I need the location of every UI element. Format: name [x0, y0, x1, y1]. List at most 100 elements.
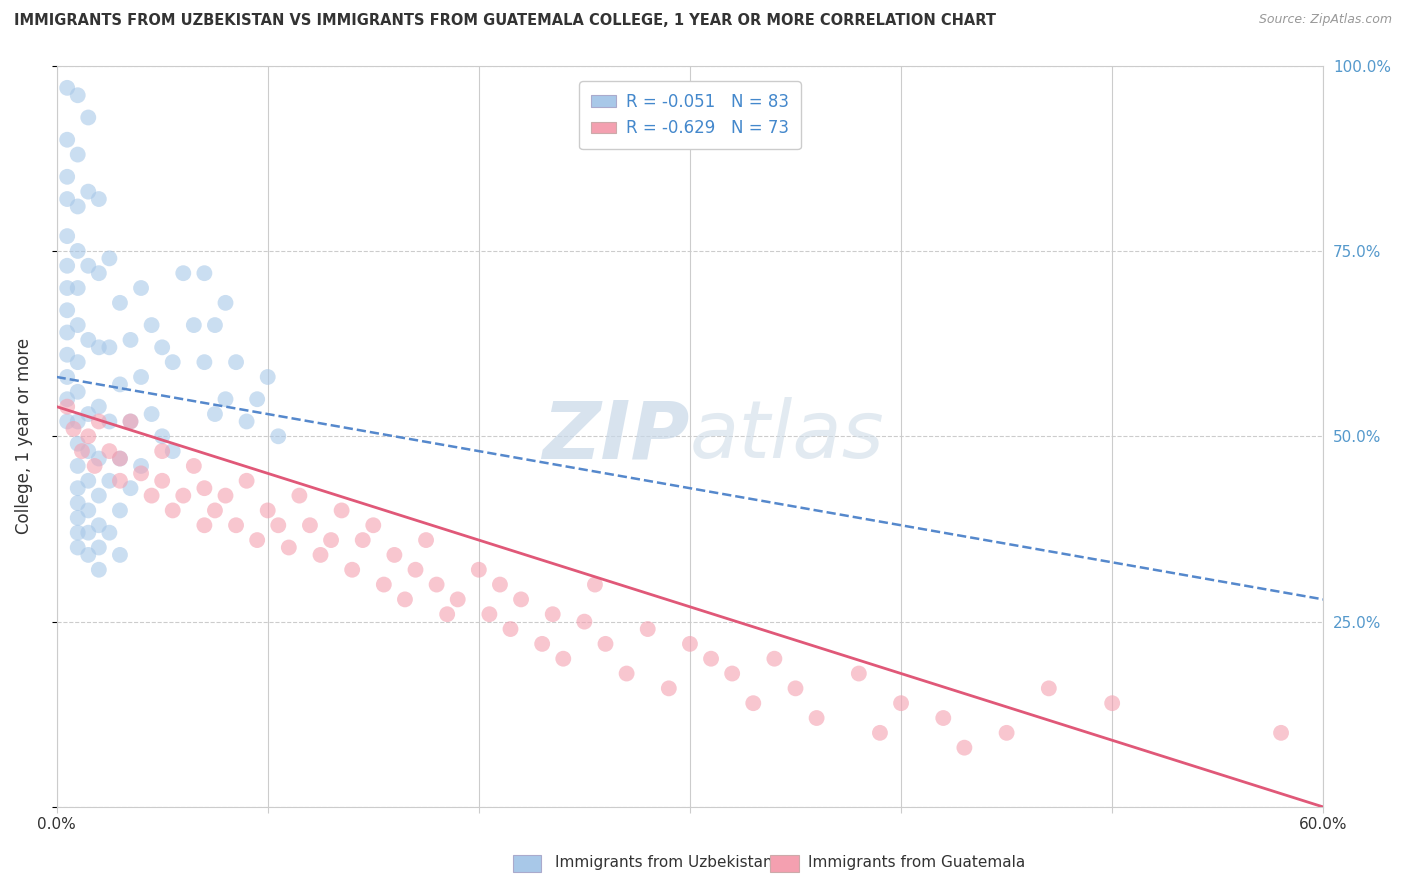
Point [141, 318, 163, 332]
Point [108, 377, 131, 392]
Point [848, 666, 870, 681]
Point [995, 726, 1018, 740]
Point [56, 133, 79, 147]
Point [373, 577, 395, 591]
Point [267, 429, 290, 443]
Point [87, 266, 110, 280]
Point [193, 481, 215, 495]
Point [98, 525, 121, 540]
Point [172, 266, 194, 280]
Point [541, 607, 564, 622]
Point [66, 541, 89, 555]
Point [478, 607, 501, 622]
Point [583, 577, 606, 591]
Point [193, 518, 215, 533]
Point [150, 474, 173, 488]
Point [214, 489, 236, 503]
Point [1270, 726, 1292, 740]
Point [319, 533, 342, 547]
Point [77, 474, 100, 488]
Point [384, 548, 406, 562]
Point [658, 681, 681, 696]
Point [742, 696, 765, 710]
Point [98, 252, 121, 266]
Point [66, 318, 89, 332]
Point [330, 503, 353, 517]
Point [225, 518, 247, 533]
Point [56, 348, 79, 362]
Point [56, 400, 79, 414]
Point [56, 370, 79, 384]
Point [225, 355, 247, 369]
Point [129, 458, 152, 473]
Point [553, 651, 575, 665]
Point [77, 185, 100, 199]
Point [77, 525, 100, 540]
Point [77, 444, 100, 458]
Point [785, 681, 807, 696]
Point [87, 414, 110, 428]
Point [66, 414, 89, 428]
Point [193, 355, 215, 369]
Point [436, 607, 458, 622]
Point [277, 541, 299, 555]
Point [574, 615, 596, 629]
Point [77, 259, 100, 273]
Point [183, 458, 205, 473]
Point [108, 548, 131, 562]
Text: IMMIGRANTS FROM UZBEKISTAN VS IMMIGRANTS FROM GUATEMALA COLLEGE, 1 YEAR OR MORE : IMMIGRANTS FROM UZBEKISTAN VS IMMIGRANTS… [14, 13, 995, 29]
Point [56, 303, 79, 318]
Point [150, 429, 173, 443]
Point [700, 651, 723, 665]
Point [141, 489, 163, 503]
Point [246, 533, 269, 547]
Point [56, 281, 79, 295]
Point [66, 496, 89, 510]
Point [87, 518, 110, 533]
Point [66, 281, 89, 295]
Point [108, 474, 131, 488]
Point [56, 229, 79, 244]
Point [56, 169, 79, 184]
Point [66, 436, 89, 450]
Point [77, 548, 100, 562]
Point [405, 563, 427, 577]
Point [394, 592, 416, 607]
Point [204, 318, 226, 332]
Point [267, 518, 290, 533]
Point [129, 281, 152, 295]
Point [890, 696, 912, 710]
Point [932, 711, 955, 725]
Legend: R = -0.051   N = 83, R = -0.629   N = 73: R = -0.051 N = 83, R = -0.629 N = 73 [579, 81, 800, 149]
Point [98, 444, 121, 458]
Point [953, 740, 976, 755]
Point [108, 503, 131, 517]
Point [256, 370, 278, 384]
Point [150, 340, 173, 354]
Point [56, 326, 79, 340]
Point [129, 370, 152, 384]
Point [616, 666, 638, 681]
Point [510, 592, 533, 607]
Point [204, 503, 226, 517]
Point [66, 384, 89, 399]
Point [98, 414, 121, 428]
Point [531, 637, 554, 651]
Point [806, 711, 828, 725]
Text: Source: ZipAtlas.com: Source: ZipAtlas.com [1258, 13, 1392, 27]
Point [129, 467, 152, 481]
Point [162, 444, 184, 458]
Point [120, 414, 142, 428]
Point [256, 503, 278, 517]
Point [87, 563, 110, 577]
Point [66, 244, 89, 258]
Point [361, 518, 384, 533]
Point [66, 511, 89, 525]
Point [66, 458, 89, 473]
Point [447, 592, 470, 607]
Point [77, 429, 100, 443]
Point [87, 192, 110, 206]
Point [77, 111, 100, 125]
Point [172, 489, 194, 503]
Point [595, 637, 617, 651]
